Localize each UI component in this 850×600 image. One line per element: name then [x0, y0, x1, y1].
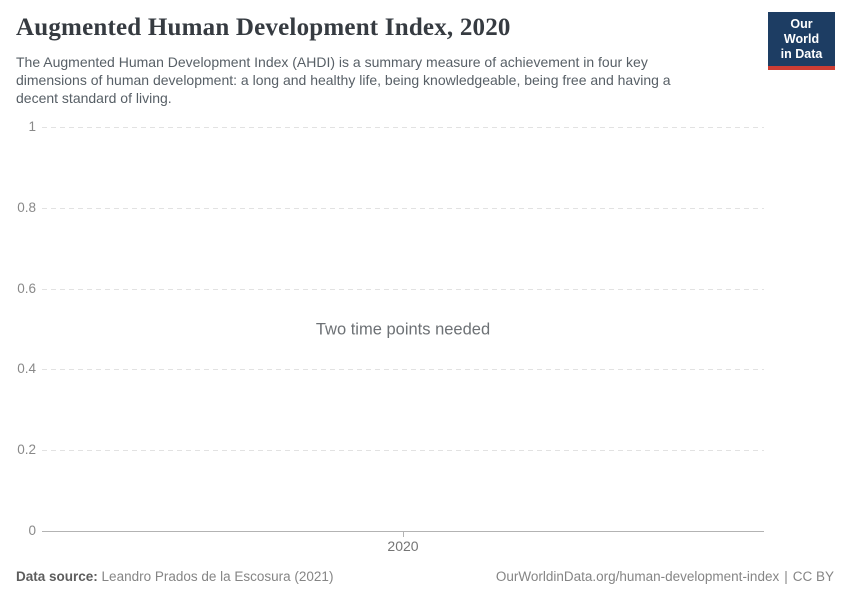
- data-source-label: Data source:: [16, 569, 98, 584]
- data-source-value: Leandro Prados de la Escosura (2021): [101, 569, 334, 584]
- page-title: Augmented Human Development Index, 2020: [16, 14, 511, 41]
- y-tick-label: 0.4: [17, 361, 36, 377]
- empty-chart-message: Two time points needed: [315, 320, 491, 338]
- y-tick-label: 0.8: [17, 199, 36, 215]
- y-tick-label: 0: [28, 523, 36, 538]
- y-tick-label: 0.6: [17, 280, 36, 296]
- data-source: Data source: Leandro Prados de la Escosu…: [16, 569, 333, 584]
- gridline: [42, 288, 764, 290]
- owid-logo-line1: Our World: [783, 17, 820, 46]
- owid-logo[interactable]: Our World in Data: [768, 12, 835, 70]
- gridline: [42, 369, 764, 371]
- chart-subtitle: The Augmented Human Development Index (A…: [16, 54, 671, 106]
- cc-by-link[interactable]: CC BY: [792, 569, 834, 584]
- y-tick-label: 0.2: [17, 442, 36, 458]
- x-tick-label: 2020: [387, 538, 419, 554]
- y-axis-labels: 0 0.2 0.4 0.6 0.8 1: [0, 119, 36, 538]
- footer-divider: |: [784, 569, 788, 584]
- owid-url-link[interactable]: OurWorldinData.org/human-development-ind…: [495, 569, 780, 584]
- x-tick-mark: [402, 532, 404, 537]
- gridline: [42, 207, 764, 209]
- owid-logo-line2: in Data: [780, 47, 823, 61]
- gridline: [42, 450, 764, 452]
- plot-area: Two time points needed 2020: [42, 127, 764, 554]
- footer-right: OurWorldinData.org/human-development-ind…: [496, 569, 834, 584]
- y-tick-label: 1: [28, 119, 36, 134]
- footer: Data source: Leandro Prados de la Escosu…: [16, 569, 834, 584]
- x-axis-line: [42, 531, 764, 532]
- gridline: [42, 127, 764, 128]
